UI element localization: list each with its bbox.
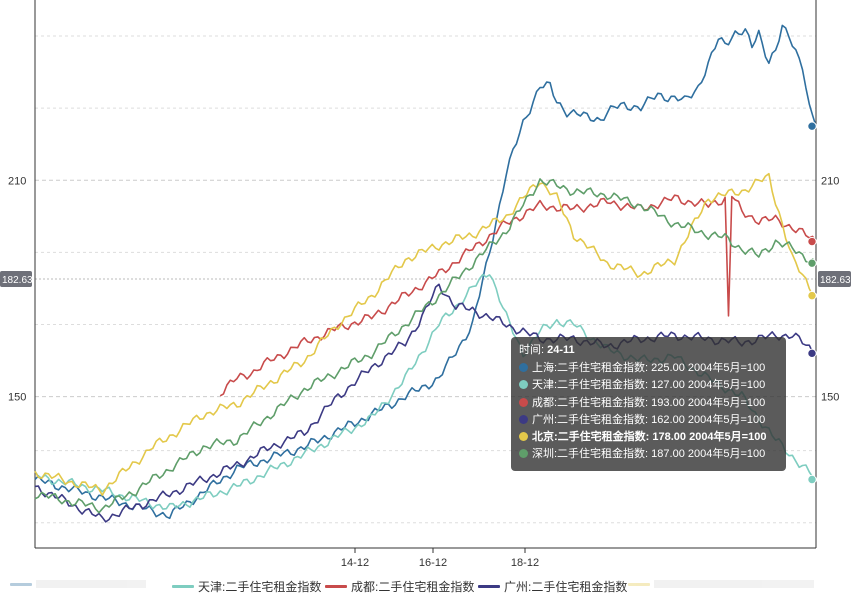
tooltip-dot-icon [519, 432, 528, 442]
legend-swatch-icon [325, 585, 347, 588]
series-line [34, 283, 817, 523]
tooltip-row: 深圳:二手住宅租金指数: 187.00 2004年5月=100 [519, 446, 786, 463]
x-tick-label: 16-12 [419, 557, 447, 569]
tooltip-title: 时间: 24-11 [519, 342, 786, 359]
legend-item[interactable]: 广州:二手住宅租金指数 [478, 578, 627, 594]
pointer-badge-left [0, 270, 32, 287]
legend-swatch-icon [628, 583, 650, 586]
tooltip-row: 广州:二手住宅租金指数: 162.00 2004年5月=100 [519, 412, 786, 429]
pointer-value-left: 182.63 [2, 275, 33, 286]
x-tick-label: 18-12 [511, 557, 539, 569]
legend-item[interactable] [10, 578, 146, 594]
tooltip-row-text: 广州:二手住宅租金指数: 162.00 2004年5月=100 [532, 413, 766, 426]
legend-swatch-icon [10, 583, 32, 586]
legend-item[interactable]: 天津:二手住宅租金指数 [172, 578, 321, 594]
label-layer: 150 150 210 210 182.63 182.63 14-12 16-12 18-12 [0, 175, 851, 569]
tooltip-row-text: 北京:二手住宅租金指数: 178.00 2004年5月=100 [532, 431, 767, 444]
tooltip-dot-icon [519, 449, 528, 459]
y-tick-label-right: 210 [821, 175, 839, 187]
tooltip-row: 成都:二手住宅租金指数: 193.00 2004年5月=100 [519, 395, 786, 412]
legend: 天津:二手住宅租金指数 成都:二手住宅租金指数 广州:二手住宅租金指数 [0, 576, 851, 597]
tooltip-dot-icon [519, 380, 528, 390]
legend-swatch-icon [172, 585, 194, 588]
legend-label-obscured [36, 580, 146, 588]
tooltip-dot-icon [519, 414, 528, 424]
y-tick-label-left: 210 [8, 175, 26, 187]
series-end-point [807, 290, 817, 301]
tooltip-time-label: 时间: [519, 344, 545, 356]
tooltip-row-text: 深圳:二手住宅租金指数: 187.00 2004年5月=100 [532, 448, 766, 461]
tooltip-row-text: 成都:二手住宅租金指数: 193.00 2004年5月=100 [532, 396, 766, 409]
series-end-point [807, 236, 817, 247]
legend-item[interactable] [628, 578, 814, 594]
tooltip-row-text: 上海:二手住宅租金指数: 225.00 2004年5月=100 [532, 362, 766, 375]
legend-label: 天津:二手住宅租金指数 [198, 580, 322, 594]
tooltip-rows: 上海:二手住宅租金指数: 225.00 2004年5月=100 天津:二手住宅租金… [519, 360, 786, 463]
series-end-point [807, 474, 817, 485]
legend-label: 广州:二手住宅租金指数 [504, 580, 628, 594]
tooltip-row: 天津:二手住宅租金指数: 127.00 2004年5月=100 [519, 377, 786, 394]
tooltip: 时间: 24-11 上海:二手住宅租金指数: 225.00 2004年5月=10… [511, 337, 786, 471]
legend-label: 成都:二手住宅租金指数 [351, 580, 475, 594]
series-end-point [807, 258, 817, 268]
y-tick-label-right: 150 [821, 392, 839, 404]
series-end-point [807, 348, 817, 359]
x-tick-label: 14-12 [341, 557, 369, 569]
tooltip-time-value: 24-11 [547, 344, 575, 356]
tooltip-row: 上海:二手住宅租金指数: 225.00 2004年5月=100 [519, 360, 786, 377]
tooltip-row-text: 天津:二手住宅租金指数: 127.00 2004年5月=100 [532, 379, 766, 392]
axis-layer [34, 0, 817, 549]
y-tick-label-left: 150 [8, 392, 26, 404]
series-line [34, 178, 817, 514]
pointer-badge-right [818, 270, 851, 287]
series-line [34, 24, 817, 520]
tooltip-dot-icon [519, 363, 528, 373]
tooltip-dot-icon [519, 397, 528, 407]
tooltip-row: 北京:二手住宅租金指数: 178.00 2004年5月=100 [519, 429, 786, 446]
legend-item[interactable]: 成都:二手住宅租金指数 [325, 578, 474, 594]
legend-swatch-icon [478, 585, 500, 588]
series-line [34, 172, 817, 496]
legend-label-obscured [654, 580, 814, 588]
pointer-value-right: 182.63 [820, 275, 851, 286]
series-end-point [807, 121, 817, 131]
